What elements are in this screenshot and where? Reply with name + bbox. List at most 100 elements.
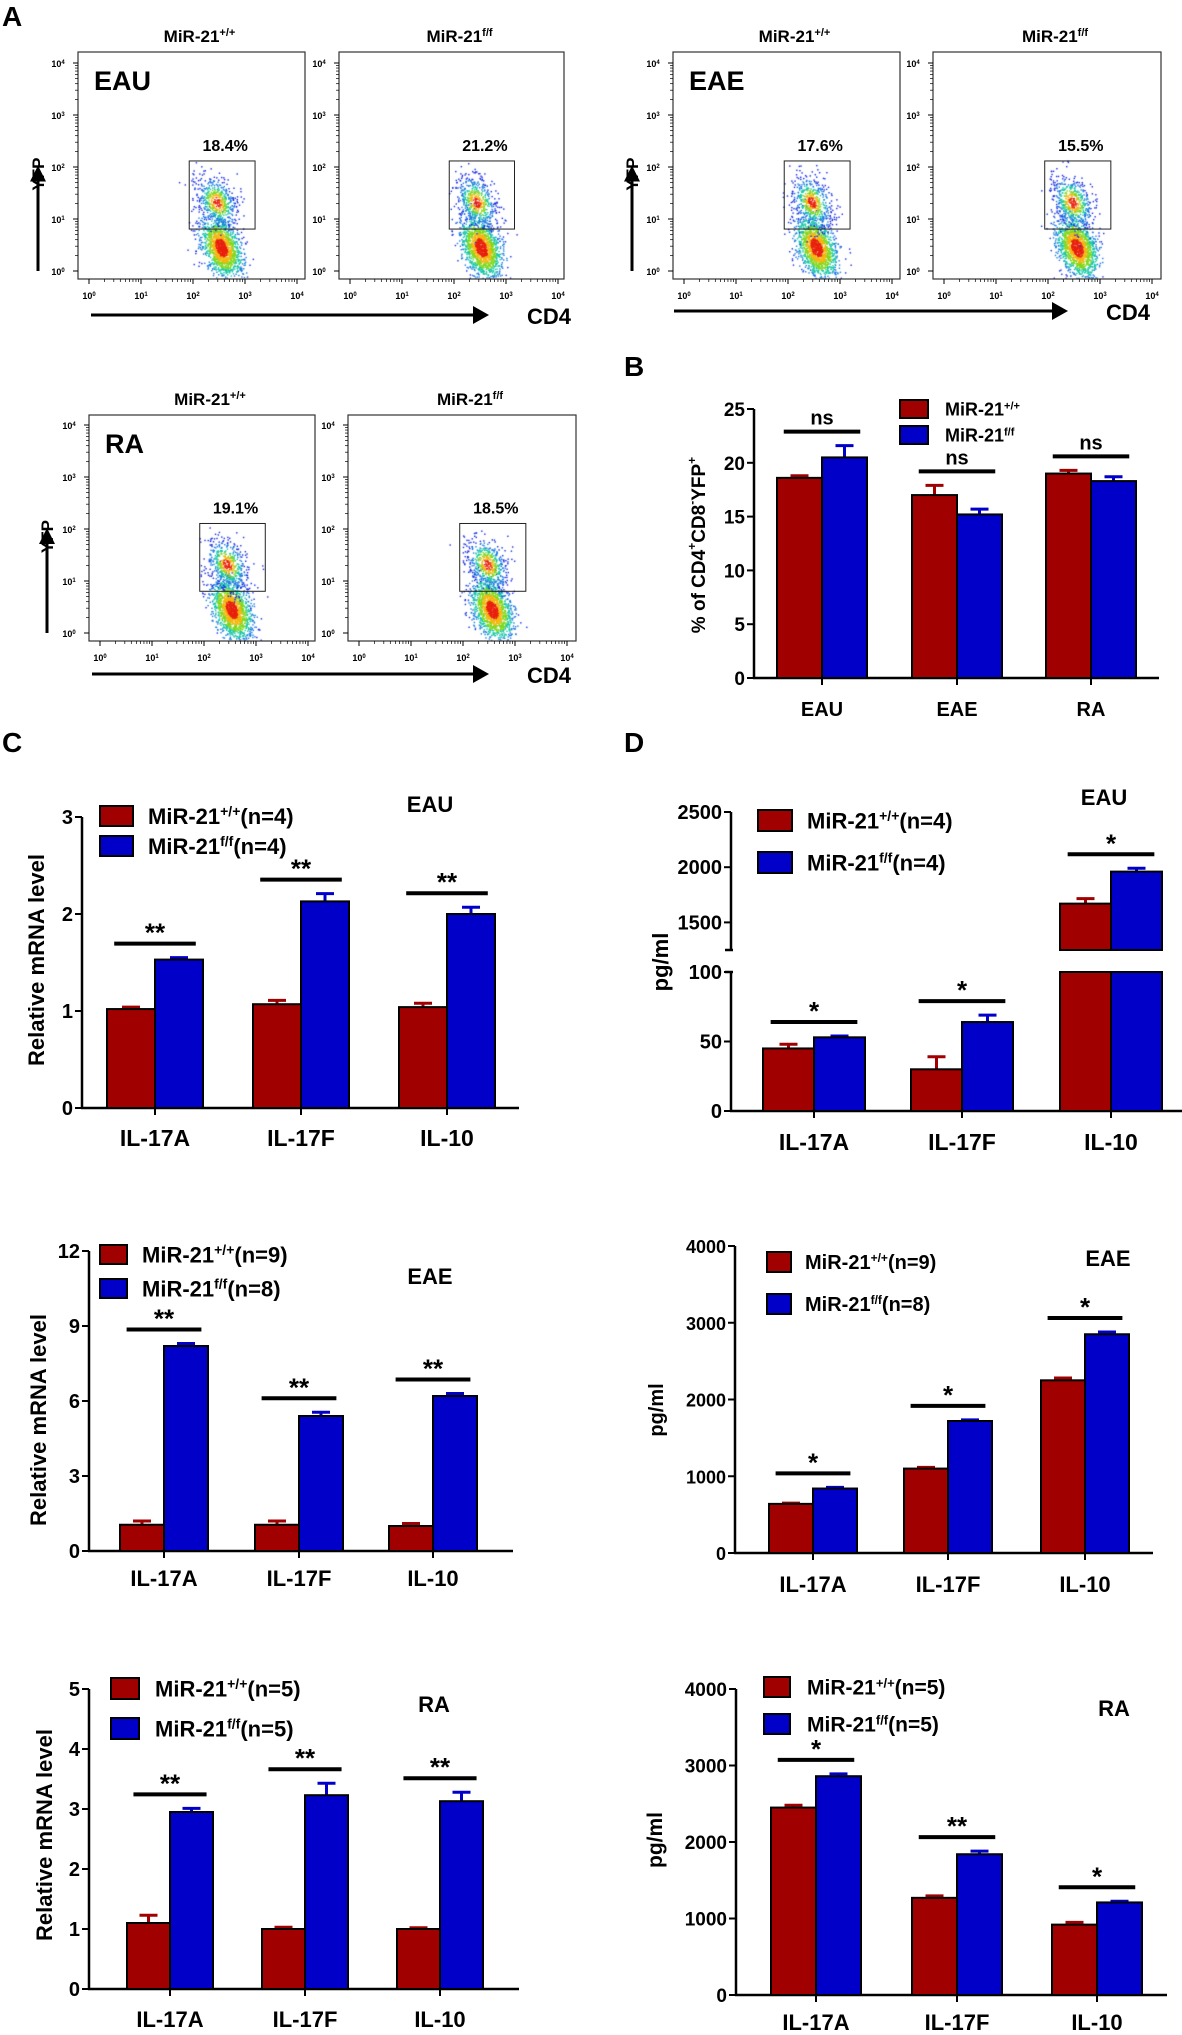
chart-title: EAE <box>1085 1246 1130 1271</box>
y-tick-label: 1000 <box>685 1910 727 1931</box>
legend-label-wt: MiR-21+/+(n=5) <box>155 1675 301 1701</box>
cd4-arrowhead-icon <box>473 306 489 324</box>
y-tick-label-superscript: 1 <box>656 216 660 222</box>
x-tick-label: 100 <box>937 291 951 301</box>
y-tick-label-part: 10 <box>646 111 656 121</box>
bar-ff-il-10 <box>1096 1901 1143 1997</box>
significance-label: ** <box>154 1304 175 1334</box>
significance-label: * <box>809 996 820 1026</box>
x-tick-label-part: 10 <box>1145 291 1155 301</box>
x-tick-label-superscript: 1 <box>405 292 409 298</box>
chart-d-ra: 0 1000 2000 3000 4000 pg/ml IL-17A * IL-17F ** IL-… <box>644 1675 1167 2035</box>
x-tick-label: IL-17A <box>779 1129 849 1155</box>
legend-label-ff-part: (n=4) <box>892 850 945 875</box>
legend-swatch-wt <box>99 1244 128 1265</box>
legend-swatch-wt <box>899 399 929 419</box>
bar-wt-il-17f <box>911 1896 958 1996</box>
y-tick-label: 100 <box>312 267 326 277</box>
flow-plot-title-superscript: f/f <box>482 27 493 39</box>
x-tick-label: IL-17A <box>782 2010 849 2035</box>
y-tick-label-part: 10 <box>646 215 656 225</box>
bar-wt-il-17f <box>903 1467 949 1554</box>
yfp-axis-label: YFP <box>623 158 642 191</box>
legend-label-ff-part: MiR-21 <box>807 1714 876 1737</box>
x-tick-label-superscript: 3 <box>509 292 513 298</box>
legend-label-ff-superscript: f/f <box>1004 426 1015 438</box>
y-tick-label: 102 <box>312 163 326 173</box>
y-tick-label: 4000 <box>686 1237 726 1257</box>
gate-rectangle <box>783 160 851 230</box>
x-tick-label-part: 10 <box>508 653 518 663</box>
significance-label: ** <box>145 918 166 948</box>
legend-label-wt-part: MiR-21 <box>155 1676 227 1701</box>
flow-plot-title-part: MiR-21 <box>437 390 493 409</box>
x-tick-label: IL-17A <box>136 2007 203 2032</box>
y-axis-label-part: % of CD4 <box>689 549 710 633</box>
y-tick-label: 0 <box>62 1098 73 1120</box>
y-tick-label: 100 <box>51 267 65 277</box>
chart-c-eau: 0 1 2 3 Relative mRNA level IL-17A ** IL-17F ** I… <box>24 792 519 1151</box>
bar-ff-il-17f <box>961 1021 1014 1112</box>
x-tick-label-part: 10 <box>186 291 196 301</box>
gate-percentage: 19.1% <box>213 500 258 517</box>
legend-label-wt: MiR-21+/+(n=4) <box>807 807 953 833</box>
y-tick-label-part: 10 <box>312 163 322 173</box>
x-tick-label-superscript: 2 <box>1051 292 1055 298</box>
legend-label-wt: MiR-21+/+ <box>945 399 1020 419</box>
x-tick-label-part: 10 <box>352 653 362 663</box>
bar-wt-il-10 <box>388 1525 434 1552</box>
legend-swatch-wt <box>763 1676 791 1698</box>
x-tick-label-superscript: 4 <box>561 292 565 298</box>
bar-wt-il-10 <box>1040 1379 1086 1554</box>
gate-rectangle <box>459 522 527 592</box>
y-tick-label: 103 <box>906 111 920 121</box>
y-tick-label-part: 10 <box>51 59 61 69</box>
y-tick-label-part: 10 <box>321 629 331 639</box>
y-tick-label: 50 <box>700 1032 722 1054</box>
y-tick-label: 101 <box>646 215 660 225</box>
disease-label: EAU <box>94 66 151 96</box>
bar-wt-il-17a <box>126 1922 171 1990</box>
legend-label-wt-superscript: +/+ <box>214 1241 234 1257</box>
gate-rectangle <box>199 522 266 592</box>
y-tick-label-superscript: 2 <box>656 164 660 170</box>
y-tick-label: 5 <box>69 1679 80 1701</box>
bar-ff-il-17f <box>304 1794 349 1990</box>
legend-label-wt-part: (n=4) <box>899 808 952 833</box>
x-tick-label: 101 <box>395 291 409 301</box>
y-tick-label-superscript: 1 <box>322 216 326 222</box>
x-tick-label: 104 <box>885 291 899 301</box>
y-tick-label-superscript: 1 <box>331 578 335 584</box>
x-tick-label-superscript: 4 <box>1155 292 1159 298</box>
y-tick-label-part: 10 <box>312 59 322 69</box>
flow-plot-title: MiR-21+/+ <box>759 27 831 46</box>
x-tick-label: 100 <box>677 291 691 301</box>
y-tick-label: 25 <box>724 400 746 421</box>
x-tick-label: IL-17F <box>267 1125 335 1151</box>
y-tick-label: 100 <box>906 267 920 277</box>
y-axis-label-part: Relative mRNA level <box>32 1729 57 1941</box>
y-tick-label: 102 <box>51 163 65 173</box>
legend-label-ff-part: MiR-21 <box>945 425 1004 445</box>
y-tick-label-part: 10 <box>906 215 916 225</box>
y-tick-label-superscript: 1 <box>72 578 76 584</box>
flow-plot: MiR-21f/f1001001011011021021031031041041… <box>321 390 577 663</box>
legend-label-wt-superscript: +/+ <box>220 803 240 819</box>
y-tick-label-superscript: 4 <box>61 60 65 66</box>
x-tick-label: IL-10 <box>414 2007 465 2032</box>
legend-label-ff-superscript: f/f <box>871 1293 883 1307</box>
y-tick-label: 2000 <box>685 1833 727 1854</box>
bar-wt-il-17f <box>254 1523 300 1552</box>
bar-ff-il-17f <box>300 900 350 1110</box>
x-tick-label: IL-17A <box>120 1125 190 1151</box>
legend-label-ff-superscript: f/f <box>879 849 893 865</box>
cd4-arrowhead-icon <box>1052 302 1068 320</box>
y-tick-label: 104 <box>906 59 920 69</box>
x-tick-label-superscript: 1 <box>999 292 1003 298</box>
y-tick-label-superscript: 0 <box>322 268 326 274</box>
cd4-axis-label: CD4 <box>527 304 572 329</box>
x-tick-label: 102 <box>1041 291 1055 301</box>
y-tick-label-superscript: 0 <box>61 268 65 274</box>
x-tick-label-superscript: 0 <box>103 654 107 660</box>
